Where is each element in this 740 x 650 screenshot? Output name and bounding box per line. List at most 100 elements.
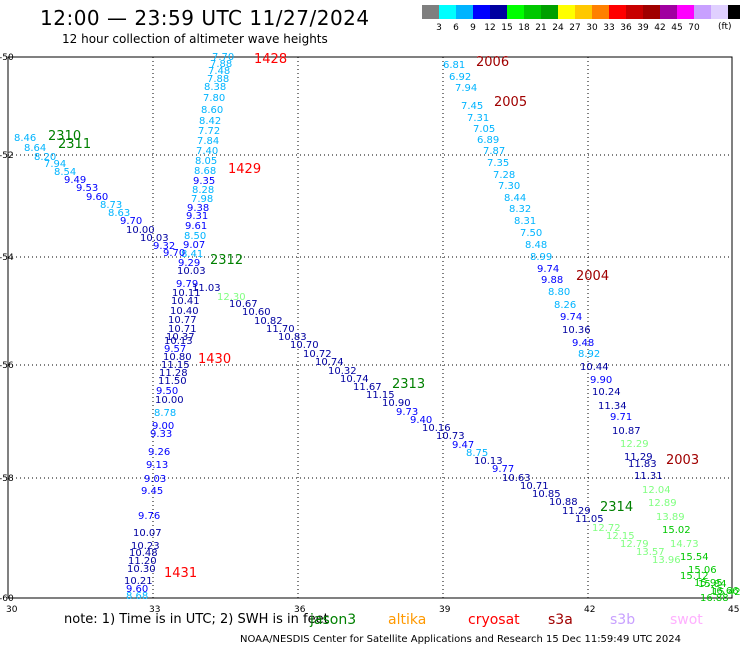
swh-value: 11.15 xyxy=(161,360,190,371)
swh-value: 8.46 xyxy=(14,133,36,144)
x-tick-label: 39 xyxy=(439,605,451,615)
swh-value: 13.89 xyxy=(656,512,685,523)
swh-value: 8.32 xyxy=(509,204,531,215)
scale-swatch xyxy=(439,5,456,19)
scale-label: 70 xyxy=(688,23,700,33)
satellite-label: s3b xyxy=(610,612,636,628)
swh-value: 10.48 xyxy=(129,548,158,559)
page-subtitle: 12 hour collection of altimeter wave hei… xyxy=(62,32,328,46)
scale-label: 39 xyxy=(637,23,649,33)
swh-value: 9.74 xyxy=(560,312,582,323)
x-tick-label: 33 xyxy=(149,605,160,615)
swh-value: 9.38 xyxy=(187,203,209,214)
scale-swatch xyxy=(728,5,740,19)
swh-value: 9.60 xyxy=(86,192,108,203)
y-tick-label: -54 xyxy=(0,253,14,263)
swh-value: 8.48 xyxy=(525,240,547,251)
scale-swatch xyxy=(677,5,694,19)
swh-value: 7.72 xyxy=(198,126,220,137)
swh-value: 11.83 xyxy=(628,459,657,470)
swh-value: 9.88 xyxy=(541,275,563,286)
swh-value: 7.88 xyxy=(207,74,229,85)
swh-value: 11.15 xyxy=(366,390,395,401)
swh-value: 10.85 xyxy=(532,489,561,500)
scale-swatch xyxy=(592,5,609,19)
swh-value: 11.28 xyxy=(159,368,188,379)
swh-value: 9.13 xyxy=(146,460,168,471)
scale-swatch xyxy=(490,5,507,19)
swh-value: 8.44 xyxy=(504,193,526,204)
swh-value: 9.70 xyxy=(163,248,185,259)
pass-label: 2311 xyxy=(58,137,91,152)
swh-value: 6.89 xyxy=(477,135,499,146)
swh-value: 13.57 xyxy=(636,547,665,558)
swh-value: 10.60 xyxy=(242,307,271,318)
satellite-label: jason3 xyxy=(310,612,357,628)
swh-value: 11.29 xyxy=(624,452,653,463)
swh-value: 10.71 xyxy=(168,324,197,335)
swh-value: 10.37 xyxy=(166,332,195,343)
plot-frame xyxy=(7,56,733,599)
swh-value: 8.26 xyxy=(554,300,576,311)
swh-value: 9.76 xyxy=(138,511,160,522)
swh-value: 9.90 xyxy=(590,375,612,386)
swh-value: 10.03 xyxy=(140,233,169,244)
swh-value: 7.28 xyxy=(493,170,515,181)
swh-value: 6.92 xyxy=(449,72,471,83)
scale-label: 3 xyxy=(436,23,442,33)
scale-swatch xyxy=(473,5,490,19)
swh-value: 7.48 xyxy=(208,66,230,77)
swh-value: 7.05 xyxy=(473,124,495,135)
swh-value: 10.36 xyxy=(562,325,591,336)
swh-value: 9.32 xyxy=(153,241,175,252)
pass-label: 2005 xyxy=(494,95,527,110)
scale-label: 24 xyxy=(552,23,564,33)
scale-swatch xyxy=(422,5,439,19)
swh-value: 15.42 xyxy=(712,587,740,598)
swh-value: 10.83 xyxy=(278,332,307,343)
swh-value: 9.33 xyxy=(150,429,172,440)
swh-value: 11.03 xyxy=(192,283,221,294)
swh-value: 9.45 xyxy=(141,486,163,497)
swh-value: 10.73 xyxy=(436,431,465,442)
swh-value: 9.40 xyxy=(410,415,432,426)
swh-value: 8.42 xyxy=(199,116,221,127)
swh-value: 13.96 xyxy=(652,555,681,566)
scale-swatch xyxy=(711,5,728,19)
swh-value: 10.70 xyxy=(290,340,319,351)
swh-value: 10.82 xyxy=(254,316,283,327)
scale-label: 18 xyxy=(518,23,530,33)
swh-value: 10.72 xyxy=(303,349,332,360)
swh-value: 8.99 xyxy=(530,252,552,263)
swh-value: 7.70 xyxy=(212,52,234,63)
swh-value: 7.50 xyxy=(520,228,542,239)
swh-value: 8.68 xyxy=(194,166,216,177)
swh-value: 11.34 xyxy=(598,401,627,412)
credit-line: NOAA/NESDIS Center for Satellite Applica… xyxy=(240,634,682,645)
swh-value: 8.64 xyxy=(24,143,46,154)
swh-value: 8.63 xyxy=(108,208,130,219)
swh-value: 8.20 xyxy=(34,152,56,163)
scale-swatch xyxy=(575,5,592,19)
swh-value: 11.67 xyxy=(353,382,382,393)
scale-label: 9 xyxy=(470,23,476,33)
swh-value: 9.48 xyxy=(572,338,594,349)
footer-note: note: 1) Time is in UTC; 2) SWH is in fe… xyxy=(64,612,329,627)
scale-swatch xyxy=(558,5,575,19)
pass-label: 2312 xyxy=(210,253,243,268)
swh-value: 11.20 xyxy=(128,556,157,567)
pass-label: 2310 xyxy=(48,129,81,144)
satellite-label: cryosat xyxy=(468,612,520,628)
swh-value: 9.53 xyxy=(76,183,98,194)
y-tick-label: -50 xyxy=(0,53,14,63)
scale-label: 15 xyxy=(501,23,513,33)
swh-value: 15.06 xyxy=(688,565,717,576)
pass-label: 2003 xyxy=(666,453,699,468)
scale-label: 30 xyxy=(586,23,598,33)
swh-value: 7.98 xyxy=(191,194,213,205)
swh-value: 8.75 xyxy=(466,448,488,459)
swh-value: 10.71 xyxy=(520,481,549,492)
swh-value: 9.26 xyxy=(148,447,170,458)
swh-value: 7.80 xyxy=(203,93,225,104)
swh-value: 10.87 xyxy=(612,426,641,437)
